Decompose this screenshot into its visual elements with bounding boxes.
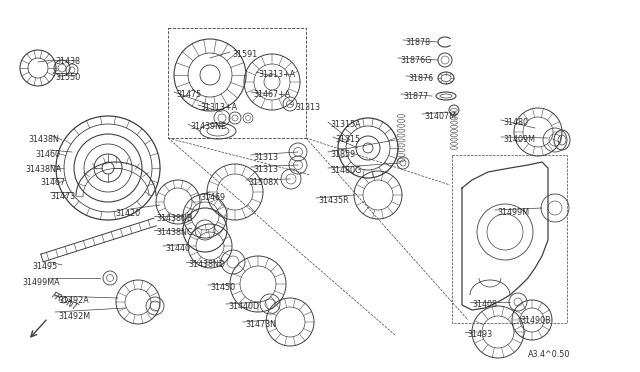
Text: 31313: 31313 xyxy=(295,103,320,112)
Text: 31438NC: 31438NC xyxy=(156,228,193,237)
Text: 31438NA: 31438NA xyxy=(25,165,61,174)
Text: 31450: 31450 xyxy=(210,283,235,292)
Text: 31480G: 31480G xyxy=(330,166,361,175)
Text: 31877: 31877 xyxy=(403,92,428,101)
Text: 31313: 31313 xyxy=(253,153,278,162)
Text: 31499M: 31499M xyxy=(497,208,529,217)
Text: 31440: 31440 xyxy=(165,244,190,253)
Text: 31438: 31438 xyxy=(55,57,80,66)
Text: 31493: 31493 xyxy=(467,330,492,339)
Text: 31876G: 31876G xyxy=(400,56,431,65)
Text: 31591: 31591 xyxy=(232,50,257,59)
Text: 31315: 31315 xyxy=(335,135,360,144)
Text: 31460: 31460 xyxy=(35,150,60,159)
Text: 31878: 31878 xyxy=(405,38,430,47)
Text: 31408: 31408 xyxy=(472,300,497,309)
Bar xyxy=(168,28,306,138)
Text: 31407M: 31407M xyxy=(424,112,456,121)
Text: 31315A: 31315A xyxy=(330,120,360,129)
Text: 31420: 31420 xyxy=(115,209,140,218)
Text: 31473N: 31473N xyxy=(245,320,276,329)
Text: 31313: 31313 xyxy=(253,165,278,174)
Text: A3.4^0.50: A3.4^0.50 xyxy=(528,350,570,359)
Text: 31467+A: 31467+A xyxy=(253,90,291,99)
Text: 31492M: 31492M xyxy=(58,312,90,321)
Text: 31550: 31550 xyxy=(55,73,80,82)
Text: 31469: 31469 xyxy=(200,193,225,202)
Text: 31480: 31480 xyxy=(503,118,528,127)
Text: 31499MA: 31499MA xyxy=(22,278,60,287)
Text: 31438ND: 31438ND xyxy=(188,260,225,269)
Text: FRONT: FRONT xyxy=(50,291,79,312)
Text: 31409M: 31409M xyxy=(503,135,535,144)
Text: 31859: 31859 xyxy=(330,150,355,159)
Text: 31440D: 31440D xyxy=(228,302,259,311)
Text: 31467: 31467 xyxy=(40,178,65,187)
Text: 31439NE: 31439NE xyxy=(190,122,226,131)
Text: 31438NB: 31438NB xyxy=(156,214,193,223)
Text: 31492A: 31492A xyxy=(58,296,89,305)
Text: 31435R: 31435R xyxy=(318,196,349,205)
Text: 31508X: 31508X xyxy=(248,178,278,187)
Text: 31473: 31473 xyxy=(50,192,75,201)
Text: 31438N: 31438N xyxy=(28,135,59,144)
Text: 31495: 31495 xyxy=(32,262,57,271)
Text: 31876: 31876 xyxy=(408,74,433,83)
Text: 31490B: 31490B xyxy=(520,316,550,325)
Bar xyxy=(452,155,567,323)
Text: 31313+A: 31313+A xyxy=(258,70,295,79)
Text: 31313+A: 31313+A xyxy=(200,103,237,112)
Text: 31475: 31475 xyxy=(176,90,201,99)
